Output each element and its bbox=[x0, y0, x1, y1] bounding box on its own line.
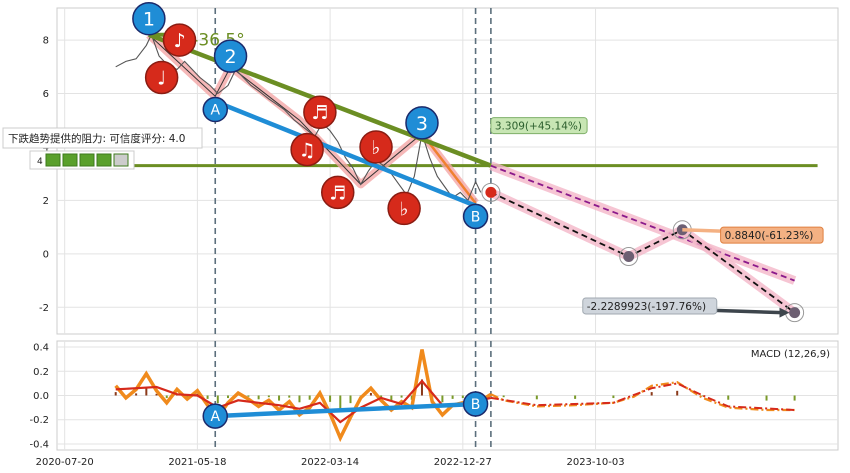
projection-lower-line bbox=[490, 191, 796, 314]
pattern-marker bbox=[290, 132, 324, 167]
pattern-marker bbox=[144, 60, 179, 95]
macd-y-tick-label: -0.4 bbox=[29, 439, 49, 450]
score-legend-star bbox=[45, 153, 61, 167]
macd-marker bbox=[462, 391, 489, 417]
score-legend-star bbox=[79, 153, 95, 167]
macd-y-tick-label: -0.2 bbox=[29, 415, 49, 426]
resistance-label: 下跌趋势提供的阻力: 可信度评分: 4.0 bbox=[8, 132, 185, 145]
pattern-marker bbox=[405, 106, 439, 140]
x-tick-label: 2023-10-03 bbox=[566, 457, 624, 468]
pattern-marker-label: ♫ bbox=[299, 140, 316, 162]
pattern-marker-label: B bbox=[471, 209, 481, 225]
macd-line bbox=[114, 349, 492, 443]
macd-y-tick-label: 0.0 bbox=[33, 391, 49, 402]
trend-line-support bbox=[214, 99, 477, 208]
pattern-marker-label: 1 bbox=[143, 9, 155, 31]
signal-line bbox=[115, 379, 492, 424]
projection-upper-line bbox=[490, 164, 795, 282]
macd-y-tick-label: 0.2 bbox=[33, 367, 49, 378]
pattern-marker-label: ♩ bbox=[157, 67, 166, 89]
macd-line-projection bbox=[490, 381, 795, 412]
pattern-marker-label: ♭ bbox=[372, 137, 381, 159]
pattern-marker bbox=[202, 96, 228, 123]
main-y-tick-label: 8 bbox=[43, 36, 49, 47]
pattern-marker bbox=[132, 1, 166, 36]
pattern-marker bbox=[213, 39, 248, 73]
pattern-marker bbox=[359, 130, 393, 164]
annotation-label: 3.309(+45.14%) bbox=[495, 121, 582, 133]
macd-title: MACD (12,26,9) bbox=[751, 349, 830, 360]
pattern-marker-label: ♬ bbox=[311, 102, 328, 124]
macd-marker-label: B bbox=[471, 397, 481, 413]
main-y-tick-label: -2 bbox=[39, 303, 49, 314]
annotation-box bbox=[490, 117, 588, 135]
x-axis: 2020-07-20 2021-05-18 2022-03-14 2022-12-27… bbox=[36, 457, 625, 468]
score-legend-star bbox=[62, 153, 78, 167]
annotation-pointer-orange bbox=[682, 228, 721, 233]
macd-marker-label: A bbox=[210, 409, 220, 425]
score-legend-star bbox=[113, 153, 129, 167]
pattern-marker-label: ♬ bbox=[329, 182, 346, 204]
pattern-marker bbox=[387, 191, 421, 226]
annotation-box bbox=[582, 297, 718, 315]
main-y-tick-label: 2 bbox=[43, 196, 49, 207]
wave-orange-leg bbox=[421, 132, 477, 204]
price-line bbox=[115, 33, 482, 202]
signal-line-projection bbox=[490, 382, 795, 411]
pattern-marker bbox=[321, 175, 355, 210]
main-y-tick-label: 6 bbox=[43, 89, 49, 100]
projection-node bbox=[789, 307, 801, 319]
pattern-marker bbox=[303, 95, 337, 129]
x-tick-label: 2022-12-27 bbox=[434, 457, 492, 468]
score-legend-value: 4 bbox=[37, 157, 43, 167]
x-tick-label: 2021-05-18 bbox=[168, 457, 226, 468]
annotation-label: -2.2289923(-197.76%) bbox=[587, 301, 706, 313]
main-y-tick-label: 0 bbox=[43, 249, 49, 260]
pattern-marker-label: ♪ bbox=[173, 30, 185, 52]
annotation-box bbox=[720, 226, 824, 244]
main-panel: -202468-36.5°3.309(+45.14%)0.8840(-61.23… bbox=[2, 1, 839, 335]
projection-node-ring bbox=[619, 247, 639, 267]
macd-panel: -0.4 -0.2 0.0 0.2 0.4 A B MACD (12,26,9) bbox=[29, 340, 839, 451]
resistance-label-box bbox=[2, 127, 203, 149]
macd-divergence-line bbox=[215, 401, 476, 419]
x-tick-label: 2020-07-20 bbox=[36, 457, 94, 468]
score-legend-star bbox=[96, 153, 112, 167]
macd-y-tick-label: 0.4 bbox=[33, 343, 49, 354]
pattern-marker-label: 2 bbox=[225, 46, 237, 68]
pattern-marker-label: 3 bbox=[416, 113, 428, 135]
projection-node bbox=[485, 186, 497, 198]
annotation-label: 0.8840(-61.23%) bbox=[725, 230, 814, 242]
projection-node bbox=[623, 251, 635, 263]
projection-node-ring bbox=[481, 182, 501, 202]
macd-marker bbox=[202, 403, 228, 429]
annotation-arrowhead bbox=[779, 307, 790, 318]
pattern-marker-label: ♭ bbox=[400, 198, 409, 220]
pattern-marker bbox=[462, 203, 489, 230]
pattern-marker-label: A bbox=[210, 103, 220, 119]
pattern-marker bbox=[162, 23, 197, 57]
x-tick-label: 2022-03-14 bbox=[301, 457, 359, 468]
